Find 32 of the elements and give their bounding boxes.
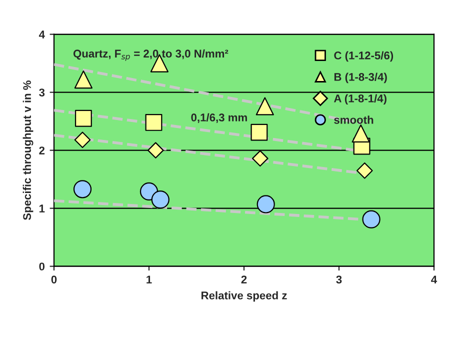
x-tick-label: 2 <box>241 276 247 284</box>
x-tick-label: 1 <box>146 276 152 284</box>
point <box>147 142 164 158</box>
y-tick-label: 1 <box>39 204 45 212</box>
point <box>74 132 91 148</box>
legend-label: C (1-12-5/6) <box>334 51 394 62</box>
annotation: Quartz, F$_{sp}$ = 2,0 to 3,0 N/mm² <box>73 49 228 61</box>
y-tick-label: 0 <box>39 262 45 270</box>
point <box>256 97 274 116</box>
point <box>362 210 380 228</box>
x-tick-label: 0 <box>51 276 57 284</box>
legend-label: A (1-8-1/4) <box>334 94 386 105</box>
point <box>74 110 92 127</box>
point <box>151 190 170 209</box>
point <box>250 124 268 141</box>
point <box>74 70 93 89</box>
y-axis-title: Specific throughput v in % <box>22 80 34 220</box>
legend-label: smooth <box>334 116 374 124</box>
y-tick-label: 4 <box>38 30 45 38</box>
y-tick-label: 3 <box>39 88 45 96</box>
y-tick-label: 2 <box>39 146 45 154</box>
point <box>352 124 370 143</box>
point <box>252 150 268 167</box>
point <box>256 195 275 214</box>
point <box>145 114 162 131</box>
point <box>73 180 92 198</box>
x-tick-label: 3 <box>336 276 342 284</box>
x-axis-title: Relative speed z <box>202 291 287 302</box>
point <box>356 162 373 179</box>
legend-label: B (1-8-3/4) <box>334 72 387 84</box>
x-tick-label: 4 <box>431 276 438 284</box>
annotation: 0,1/6,3 mm <box>191 113 247 124</box>
